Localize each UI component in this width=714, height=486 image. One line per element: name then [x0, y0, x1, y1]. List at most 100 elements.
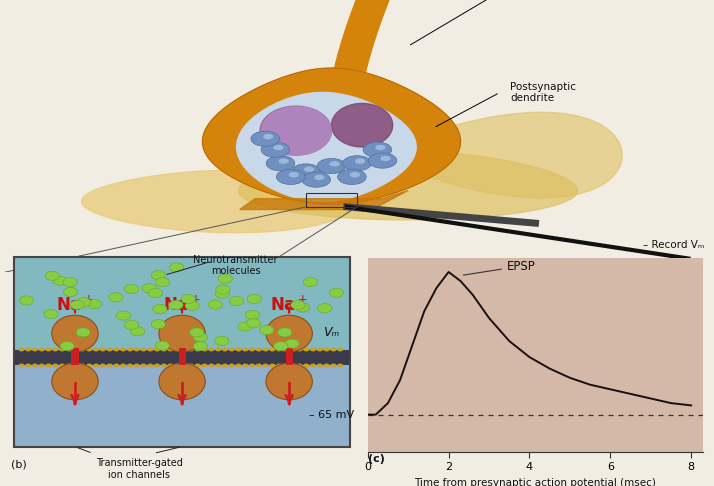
Circle shape	[350, 172, 360, 177]
Circle shape	[134, 364, 140, 367]
Circle shape	[114, 364, 119, 367]
Circle shape	[242, 347, 248, 351]
Circle shape	[290, 364, 296, 367]
Circle shape	[76, 298, 91, 307]
Bar	[14, 355, 350, 447]
Circle shape	[44, 310, 58, 318]
Circle shape	[338, 169, 366, 185]
Polygon shape	[398, 112, 622, 198]
Circle shape	[236, 364, 241, 367]
Circle shape	[323, 364, 330, 367]
Polygon shape	[261, 107, 331, 155]
Circle shape	[149, 289, 163, 297]
Circle shape	[318, 304, 332, 313]
Circle shape	[79, 347, 86, 351]
Bar	[306, 193, 357, 207]
Circle shape	[86, 347, 92, 351]
X-axis label: Time from presynaptic action potential (msec): Time from presynaptic action potential (…	[415, 478, 656, 486]
Ellipse shape	[159, 315, 206, 352]
Circle shape	[185, 301, 199, 310]
Circle shape	[283, 347, 289, 351]
Ellipse shape	[51, 315, 98, 352]
Polygon shape	[260, 106, 331, 155]
Circle shape	[285, 339, 299, 348]
Circle shape	[39, 364, 45, 367]
Circle shape	[174, 364, 181, 367]
Circle shape	[151, 320, 166, 329]
Circle shape	[296, 303, 310, 312]
Text: (b): (b)	[11, 459, 26, 469]
Circle shape	[193, 332, 208, 342]
Circle shape	[276, 347, 282, 351]
Circle shape	[249, 347, 255, 351]
Ellipse shape	[266, 315, 313, 352]
Circle shape	[296, 347, 303, 351]
Circle shape	[228, 364, 235, 367]
Circle shape	[256, 347, 262, 351]
Polygon shape	[240, 191, 408, 209]
Circle shape	[93, 364, 99, 367]
Circle shape	[343, 156, 371, 171]
Circle shape	[331, 347, 336, 351]
Circle shape	[242, 364, 248, 367]
Circle shape	[247, 295, 261, 304]
Circle shape	[19, 296, 34, 305]
Circle shape	[147, 347, 154, 351]
Circle shape	[288, 172, 299, 177]
Circle shape	[276, 364, 282, 367]
Circle shape	[323, 347, 330, 351]
Circle shape	[66, 364, 72, 367]
Bar	[178, 347, 186, 365]
Circle shape	[273, 342, 288, 351]
Circle shape	[19, 364, 24, 367]
Circle shape	[337, 364, 343, 367]
Circle shape	[215, 347, 221, 351]
Circle shape	[168, 347, 174, 351]
Circle shape	[266, 156, 295, 171]
Circle shape	[222, 364, 228, 367]
Circle shape	[63, 278, 77, 287]
Circle shape	[156, 278, 170, 287]
Circle shape	[363, 142, 392, 157]
Circle shape	[236, 347, 241, 351]
Circle shape	[303, 347, 309, 351]
Circle shape	[168, 364, 174, 367]
Circle shape	[127, 364, 133, 367]
Circle shape	[153, 304, 167, 313]
Bar	[14, 349, 350, 365]
Circle shape	[195, 347, 201, 351]
Circle shape	[46, 347, 51, 351]
Circle shape	[19, 347, 24, 351]
Circle shape	[59, 364, 65, 367]
Circle shape	[317, 364, 323, 367]
Circle shape	[246, 311, 260, 319]
Circle shape	[73, 364, 79, 367]
Circle shape	[86, 364, 92, 367]
Circle shape	[208, 300, 222, 309]
Polygon shape	[265, 101, 367, 139]
Circle shape	[355, 158, 365, 164]
Circle shape	[291, 300, 305, 310]
Circle shape	[249, 364, 255, 367]
Circle shape	[73, 347, 79, 351]
Circle shape	[302, 172, 331, 187]
Circle shape	[222, 347, 228, 351]
Circle shape	[260, 326, 274, 335]
Circle shape	[114, 347, 119, 351]
Circle shape	[273, 145, 283, 150]
Text: EPSP: EPSP	[463, 260, 536, 275]
Circle shape	[246, 319, 261, 328]
Bar	[14, 257, 350, 447]
Circle shape	[60, 342, 74, 351]
Text: Neurotransmitter
molecules: Neurotransmitter molecules	[193, 255, 278, 277]
Circle shape	[368, 153, 397, 168]
Circle shape	[303, 278, 318, 287]
Circle shape	[269, 347, 276, 351]
Circle shape	[256, 364, 262, 367]
Circle shape	[329, 288, 343, 297]
Circle shape	[151, 271, 166, 280]
Circle shape	[303, 364, 309, 367]
Circle shape	[25, 364, 31, 367]
Ellipse shape	[159, 363, 206, 400]
Circle shape	[238, 322, 252, 331]
